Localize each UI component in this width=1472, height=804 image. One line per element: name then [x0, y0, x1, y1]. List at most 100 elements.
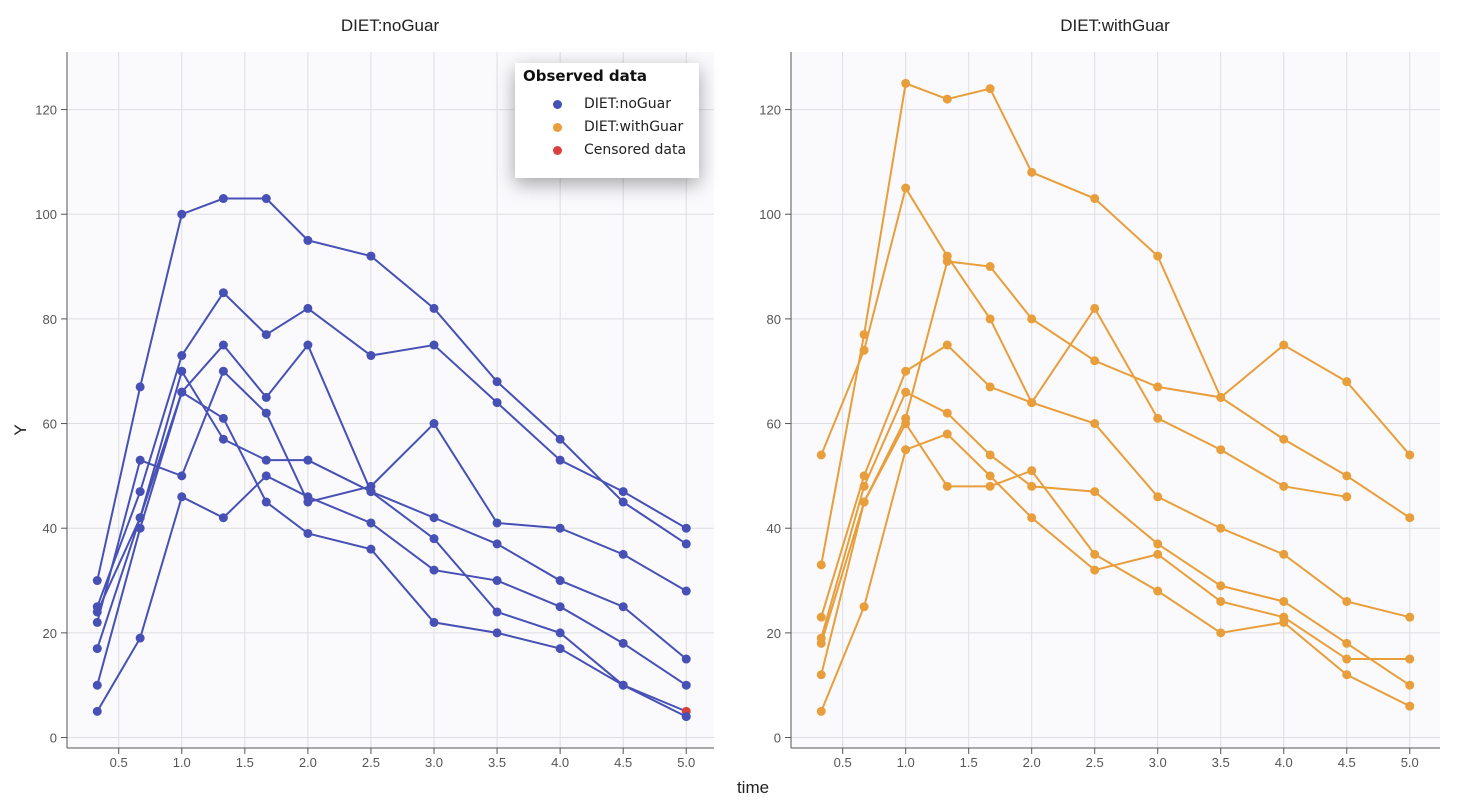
data-point	[901, 419, 911, 429]
y-tick-label: 60	[767, 417, 781, 432]
y-tick-label: 60	[43, 417, 57, 432]
x-tick-label: 1.0	[173, 755, 191, 770]
data-point	[1153, 586, 1163, 596]
data-point	[429, 534, 439, 544]
data-point	[985, 314, 995, 324]
data-point	[1405, 612, 1415, 622]
data-point	[218, 434, 228, 444]
data-point	[618, 549, 628, 559]
data-point	[618, 487, 628, 497]
data-point	[901, 78, 911, 88]
data-point	[555, 628, 565, 638]
data-point	[901, 366, 911, 376]
data-point	[1405, 450, 1415, 460]
data-point	[492, 576, 502, 586]
data-point	[555, 523, 565, 533]
series-line-4	[96, 368, 687, 660]
data-point	[942, 94, 952, 104]
data-point	[859, 497, 869, 507]
data-point	[177, 387, 187, 397]
data-point	[92, 644, 102, 654]
y-tick-label: 100	[35, 207, 57, 222]
data-point	[1342, 638, 1352, 648]
data-point	[1027, 466, 1037, 476]
data-point	[985, 84, 995, 94]
data-point	[681, 654, 691, 664]
y-tick-label: 120	[759, 103, 781, 118]
data-point	[681, 712, 691, 722]
legend-label: Censored data	[584, 142, 687, 158]
x-tick-label: 4.0	[1275, 755, 1293, 770]
data-point	[177, 471, 187, 481]
data-point	[261, 194, 271, 204]
y-axis-label: Y	[11, 424, 30, 435]
data-point	[1216, 392, 1226, 402]
series-line-4	[820, 343, 1410, 619]
data-point	[135, 633, 145, 643]
data-point	[303, 455, 313, 465]
data-point	[492, 377, 502, 387]
data-point	[492, 518, 502, 528]
data-point	[177, 209, 187, 219]
data-point	[816, 706, 826, 716]
data-point	[218, 413, 228, 423]
data-point	[1342, 377, 1352, 387]
data-point	[1153, 539, 1163, 549]
data-point	[366, 351, 376, 361]
data-point	[816, 560, 826, 570]
data-point	[901, 445, 911, 455]
y-tick-label: 20	[43, 626, 57, 641]
data-point	[261, 455, 271, 465]
data-point	[1090, 303, 1100, 313]
data-point	[859, 481, 869, 491]
y-tick-label: 20	[767, 626, 781, 641]
x-tick-label: 4.5	[614, 755, 632, 770]
data-point	[366, 251, 376, 261]
data-point	[901, 387, 911, 397]
data-point	[366, 544, 376, 554]
legend-item-censored[interactable]: Censored data	[553, 142, 686, 158]
x-tick-label: 4.5	[1338, 755, 1356, 770]
y-tick-label: 0	[50, 731, 57, 746]
data-point	[1216, 445, 1226, 455]
legend-marker-icon	[553, 145, 562, 155]
data-point	[816, 612, 826, 622]
data-point	[859, 471, 869, 481]
legend-item-noguar[interactable]: DIET:noGuar	[553, 96, 671, 112]
x-tick-label: 1.0	[897, 755, 915, 770]
data-point	[1027, 398, 1037, 408]
data-point	[218, 340, 228, 350]
data-point	[1342, 654, 1352, 664]
data-point	[1153, 413, 1163, 423]
y-tick-label: 100	[759, 207, 781, 222]
data-point	[429, 513, 439, 523]
x-tick-label: 2.5	[362, 755, 380, 770]
data-point	[816, 633, 826, 643]
y-tick-label: 80	[43, 312, 57, 327]
data-point	[681, 586, 691, 596]
data-point	[177, 492, 187, 502]
data-point	[1279, 549, 1289, 559]
data-point	[681, 680, 691, 690]
data-point	[1279, 434, 1289, 444]
x-tick-label: 5.0	[677, 755, 695, 770]
x-tick-label: 3.5	[488, 755, 506, 770]
legend-title: Observed data	[523, 67, 648, 85]
x-tick-label: 3.0	[425, 755, 443, 770]
x-tick-label: 1.5	[236, 755, 254, 770]
series-line-3	[820, 260, 1411, 675]
data-point	[901, 183, 911, 193]
data-point	[1090, 487, 1100, 497]
data-point	[1405, 513, 1415, 523]
data-point	[429, 617, 439, 627]
data-point	[1216, 581, 1226, 591]
data-point	[1090, 356, 1100, 366]
data-point	[366, 481, 376, 491]
data-point	[1405, 701, 1415, 711]
data-point	[1216, 628, 1226, 638]
legend-item-withguar[interactable]: DIET:withGuar	[553, 119, 683, 135]
data-point	[1027, 481, 1037, 491]
legend: Observed data DIET:noGuar DIET:withGuar …	[515, 63, 699, 178]
data-point	[429, 303, 439, 313]
data-point	[429, 340, 439, 350]
